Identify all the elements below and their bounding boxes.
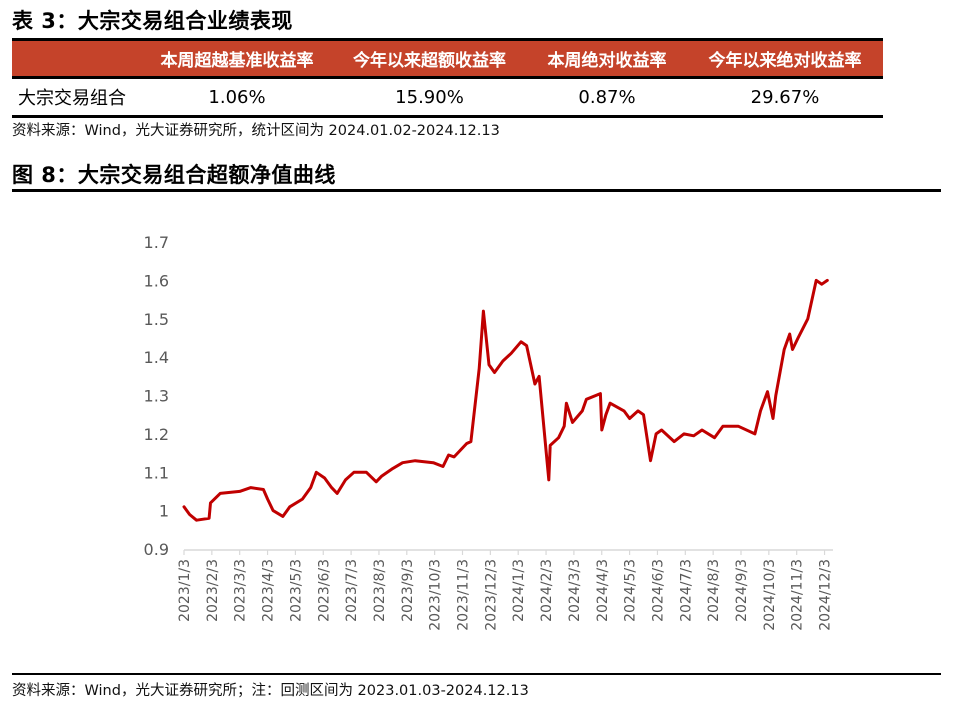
x-tick-label: 2024/7/3 [678, 559, 694, 622]
cell-ytd-absolute: 29.67% [750, 86, 820, 108]
x-tick-label: 2024/11/3 [790, 559, 806, 631]
x-tick-label: 2023/6/3 [316, 559, 332, 622]
y-tick-label: 1 [159, 502, 169, 521]
x-tick-label: 2023/8/3 [372, 559, 388, 622]
table-source-note: 资料来源：Wind，光大证券研究所，统计区间为 2024.01.02-2024.… [12, 123, 500, 139]
y-tick-label: 1.3 [144, 387, 169, 406]
header-ytd-absolute: 今年以来绝对收益率 [708, 51, 862, 71]
figure-source-note: 资料来源：Wind，光大证券研究所；注：回测区间为 2023.01.03-202… [12, 683, 529, 699]
table-title: 表 3：大宗交易组合业绩表现 [12, 9, 293, 33]
x-tick-label: 2024/10/3 [762, 559, 778, 631]
table-header-row: 本周超越基准收益率 今年以来超额收益率 本周绝对收益率 今年以来绝对收益率 [12, 39, 883, 78]
figure-title: 图 8：大宗交易组合超额净值曲线 [12, 163, 336, 187]
excess-nav-line [182, 278, 829, 522]
x-tick-label: 2024/12/3 [818, 559, 834, 631]
header-weekly-excess: 本周超越基准收益率 [160, 51, 314, 71]
y-tick-label: 1.5 [144, 310, 169, 329]
x-tick-label: 2023/11/3 [456, 559, 472, 631]
y-tick-label: 0.9 [144, 540, 169, 559]
x-tick-label: 2024/5/3 [623, 559, 639, 622]
y-tick-label: 1.2 [144, 425, 169, 444]
header-ytd-excess: 今年以来超额收益率 [353, 51, 506, 71]
cell-weekly-excess: 1.06% [208, 86, 266, 108]
row-label: 大宗交易组合 [18, 88, 126, 109]
x-tick-label: 2023/3/3 [233, 559, 249, 622]
x-tick-label: 2023/2/3 [205, 559, 221, 622]
x-tick-label: 2023/10/3 [428, 559, 444, 631]
x-tick-label: 2024/6/3 [650, 559, 666, 622]
x-tick-label: 2024/3/3 [567, 559, 583, 622]
table-row: 大宗交易组合 1.06% 15.90% 0.87% 29.67% [12, 78, 883, 117]
y-tick-label: 1.7 [144, 233, 169, 252]
x-tick-label: 2024/9/3 [734, 559, 750, 622]
y-axis: 1.7 1.6 1.5 1.4 1.3 1.2 1.1 1 0.9 [144, 233, 169, 559]
y-tick-label: 1.4 [144, 348, 169, 367]
cell-weekly-absolute: 0.87% [578, 86, 636, 108]
x-axis: 2023/1/3 2023/2/3 2023/3/3 2023/4/3 2023/5/3… [177, 549, 834, 631]
figure-bottom-rule [12, 673, 941, 675]
figure-title-rule [12, 189, 941, 192]
x-tick-label: 2023/1/3 [177, 559, 193, 622]
x-tick-label: 2023/7/3 [344, 559, 360, 622]
header-weekly-absolute: 本周绝对收益率 [547, 51, 667, 71]
y-tick-label: 1.6 [144, 271, 169, 290]
x-tick-label: 2023/12/3 [483, 559, 499, 631]
cell-ytd-excess: 15.90% [395, 86, 464, 108]
x-tick-label: 2024/2/3 [539, 559, 555, 622]
x-tick-label: 2024/4/3 [595, 559, 611, 622]
x-tick-label: 2024/8/3 [706, 559, 722, 622]
x-tick-label: 2023/9/3 [400, 559, 416, 622]
x-tick-label: 2023/5/3 [288, 559, 304, 622]
x-tick-label: 2024/1/3 [511, 559, 527, 622]
performance-table: 本周超越基准收益率 今年以来超额收益率 本周绝对收益率 今年以来绝对收益率 大宗… [12, 38, 883, 118]
y-tick-label: 1.1 [144, 463, 169, 482]
x-tick-label: 2023/4/3 [261, 559, 277, 622]
